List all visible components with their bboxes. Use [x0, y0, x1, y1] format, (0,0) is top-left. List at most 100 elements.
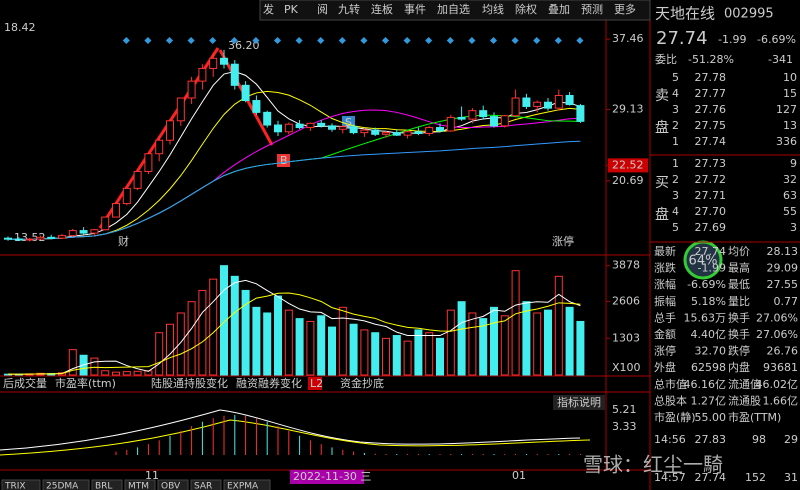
- toolbar-button[interactable]: 发: [263, 2, 274, 16]
- indicator-tab-text[interactable]: MTM: [128, 482, 149, 490]
- volume-ma: [7, 292, 581, 375]
- tick-time: 14:56: [654, 433, 686, 446]
- volume-bar: [284, 309, 293, 376]
- tab[interactable]: L2: [310, 377, 323, 390]
- stat-label: 市盈(静): [654, 410, 696, 424]
- toolbar-button[interactable]: 预测: [581, 3, 603, 16]
- badge-text: 64%: [689, 254, 718, 269]
- ma-line: [7, 140, 581, 240]
- candle-body: [101, 216, 110, 231]
- indicator-tab-text[interactable]: BRL: [95, 482, 112, 490]
- volume-bar: [533, 312, 542, 376]
- stat-label: 均价: [728, 245, 750, 258]
- tab[interactable]: 陆股通持股变化: [151, 376, 228, 390]
- toolbar-button[interactable]: 叠加: [548, 3, 570, 16]
- candle-body: [263, 111, 272, 126]
- indicator-tab-text[interactable]: TRIX: [4, 482, 26, 490]
- toolbar-button[interactable]: 九转: [338, 2, 360, 16]
- volume-bar: [295, 318, 304, 376]
- indicator-tab-text[interactable]: OBV: [161, 482, 181, 490]
- stat-label: 跌停: [728, 344, 750, 358]
- toolbar-button[interactable]: 均线: [482, 2, 504, 16]
- indicator-tab[interactable]: [124, 479, 156, 490]
- candle-body: [241, 84, 250, 102]
- stat-value: 5.18%: [691, 295, 726, 308]
- candle-body: [187, 80, 196, 99]
- low-label: 13.52: [14, 231, 46, 244]
- toolbar-button[interactable]: 阅: [317, 3, 328, 16]
- stat-value: -1.99: [698, 262, 726, 275]
- volume-ma: [7, 279, 581, 375]
- candle-body: [90, 229, 99, 234]
- indicator-line: [0, 409, 581, 451]
- candle-body: [274, 124, 282, 133]
- indicator-tab[interactable]: [1, 479, 41, 490]
- signal: [317, 36, 325, 45]
- candle-body: [209, 57, 218, 69]
- signal: [209, 36, 217, 45]
- tick-price: 27.74: [695, 471, 727, 484]
- volume-bar: [187, 301, 196, 376]
- candle-body: [425, 127, 434, 134]
- indicator-tab[interactable]: [42, 479, 90, 490]
- level: 4: [672, 205, 679, 218]
- stat-label: 涨跌: [654, 261, 676, 275]
- candle-body: [317, 122, 326, 127]
- tick-count: 29: [784, 433, 798, 446]
- stat-value: 15.63万: [684, 311, 727, 324]
- volume-bar: [371, 332, 380, 376]
- signal: [273, 36, 282, 45]
- level-volume: 32: [783, 173, 797, 186]
- volume-bar: [392, 335, 401, 376]
- level: 2: [672, 119, 679, 132]
- stat-value: -6.69%: [687, 278, 726, 291]
- toolbar-button[interactable]: 事件: [404, 3, 426, 16]
- toolbar-button[interactable]: 更多: [614, 2, 636, 16]
- indicator-tab[interactable]: [190, 479, 222, 490]
- signal: [338, 36, 346, 45]
- stat-label: 总股本: [654, 393, 687, 407]
- tab[interactable]: 市盈率(ttm): [55, 376, 116, 390]
- indicator-tab-text[interactable]: SAR: [194, 482, 212, 490]
- date: 2022-11-30 三: [293, 470, 371, 483]
- signal: [425, 36, 433, 45]
- ratio-diff: -341: [768, 53, 793, 66]
- stat-value: 46.02亿: [756, 378, 799, 391]
- tab[interactable]: 后成交量: [3, 376, 47, 390]
- level-price: 27.70: [695, 205, 727, 218]
- level: 1: [672, 157, 679, 170]
- toolbar-button[interactable]: 除权: [515, 2, 537, 16]
- indicator-tab-text[interactable]: 25DMA: [46, 482, 79, 490]
- indicator-tab[interactable]: [91, 479, 123, 490]
- candle-body: [382, 132, 390, 135]
- volume-bar: [360, 329, 369, 376]
- stat-label: 流通值: [728, 377, 761, 391]
- stat-value: 0.77: [774, 295, 799, 308]
- help[interactable]: 指标说明: [557, 395, 601, 409]
- tab[interactable]: 资金抄底: [340, 376, 384, 390]
- help-button[interactable]: [553, 395, 605, 410]
- toolbar-button[interactable]: 加自选: [437, 3, 470, 16]
- indicator-tab[interactable]: [157, 479, 189, 490]
- toolbar-button[interactable]: 连板: [371, 2, 393, 16]
- candle-body: [436, 127, 444, 132]
- signal: [468, 36, 476, 45]
- indicator-tab-text[interactable]: EXPMA: [227, 482, 259, 490]
- side: 卖: [655, 88, 669, 104]
- level: 5: [672, 71, 679, 84]
- marker: 财: [118, 234, 129, 248]
- level: 3: [672, 103, 679, 116]
- side: 盘: [655, 119, 669, 136]
- candle-body: [36, 236, 45, 240]
- level-volume: 127: [776, 103, 797, 116]
- level-volume: 55: [783, 205, 797, 218]
- indicator-tab[interactable]: [223, 479, 271, 490]
- volume-bar: [328, 326, 336, 376]
- stat-label: 外盘: [654, 360, 676, 374]
- volume-bar: [263, 312, 272, 376]
- toolbar-button[interactable]: PK: [284, 3, 299, 16]
- candle-body: [58, 235, 66, 239]
- ratio: -51.28%: [688, 53, 734, 66]
- tab[interactable]: 融资融券变化: [236, 376, 302, 390]
